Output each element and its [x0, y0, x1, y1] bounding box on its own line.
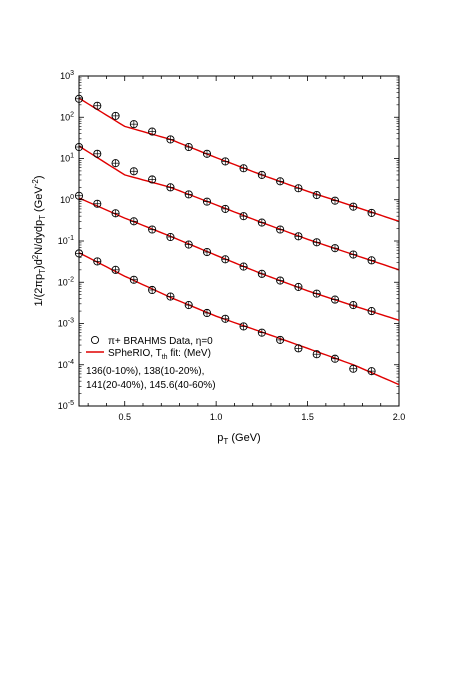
data-point	[367, 256, 376, 265]
data-point	[239, 212, 248, 221]
legend-note-line-1: 136(0-10%), 138(10-20%),	[86, 366, 204, 377]
data-point	[276, 225, 285, 234]
data-point	[312, 289, 321, 298]
data-point	[312, 190, 321, 200]
y-tick-label: 10-1	[58, 235, 74, 246]
data-point	[294, 282, 303, 291]
y-tick-label: 101	[60, 153, 74, 164]
data-point	[129, 120, 138, 129]
data-point	[184, 142, 193, 152]
data-point	[221, 314, 230, 323]
data-point	[93, 149, 102, 158]
x-tick-label: 1.5	[301, 412, 314, 422]
y-tick-label: 10-5	[58, 400, 74, 411]
data-point	[166, 183, 175, 192]
data-point	[276, 276, 285, 285]
y-tick-label: 100	[60, 194, 74, 205]
data-point	[202, 149, 212, 158]
data-point	[349, 301, 358, 310]
data-point	[330, 354, 340, 363]
fit-curve-1	[78, 97, 400, 222]
data-point	[221, 204, 230, 213]
data-point	[349, 250, 358, 259]
y-axis: 103 102 101 100 10-1 10-2 10-3 10-4 10-5	[58, 70, 399, 411]
data-point	[239, 322, 248, 331]
data-point	[221, 157, 230, 166]
data-point	[294, 184, 303, 193]
x-axis-title: pT (GeV)	[217, 432, 260, 446]
data-point	[166, 232, 175, 242]
data-point	[202, 247, 212, 257]
y-axis-title: 1/(2πpT)d2N/dydpT (GeV-2)	[31, 175, 47, 306]
x-tick-label: 1.0	[210, 412, 223, 422]
data-point	[294, 344, 303, 353]
data-point	[148, 127, 157, 136]
legend-fit-label: SPheRIO, Tth fit: (MeV)	[108, 348, 211, 361]
data-point	[330, 295, 340, 304]
data-point	[74, 191, 84, 200]
y-tick-label: 10-3	[58, 318, 74, 329]
data-point	[239, 164, 248, 173]
data-point	[276, 335, 285, 344]
data-point	[294, 232, 303, 241]
legend-note-line-2: 141(20-40%), 145.6(40-60%)	[86, 380, 216, 391]
data-point	[93, 257, 102, 266]
data-point	[93, 101, 102, 110]
data-point	[184, 240, 193, 249]
x-axis: 0.5 1.0 1.5 2.0	[87, 76, 406, 422]
data-point	[129, 167, 138, 176]
legend: π+ BRAHMS Data, η=0 SPheRIO, Tth fit: (M…	[86, 335, 216, 391]
data-point	[276, 177, 285, 186]
data-point	[312, 238, 321, 247]
data-point	[367, 367, 376, 376]
data-point	[166, 135, 175, 144]
fit-curve-4	[78, 252, 400, 386]
data-point	[330, 244, 340, 253]
data-point	[74, 94, 84, 103]
data-point	[129, 217, 138, 226]
data-point	[257, 170, 266, 179]
y-tick-label: 10-4	[58, 359, 74, 370]
data-point	[349, 202, 358, 211]
data-point	[312, 350, 321, 359]
data-point	[202, 308, 212, 318]
legend-data-marker	[90, 335, 100, 345]
legend-data-label: π+ BRAHMS Data, η=0	[108, 336, 213, 347]
data-point	[330, 196, 340, 205]
data-point	[349, 364, 358, 373]
data-point	[184, 301, 193, 310]
data-point	[111, 265, 120, 274]
data-point	[148, 285, 157, 295]
x-tick-label: 2.0	[393, 412, 406, 422]
data-point	[257, 218, 266, 227]
y-tick-label: 103	[60, 70, 74, 81]
data-point	[129, 275, 138, 284]
data-point	[74, 142, 84, 152]
data-point	[239, 262, 248, 271]
data-point	[367, 307, 376, 316]
data-point	[367, 208, 376, 217]
fit-curve-2	[78, 145, 400, 271]
data-point	[93, 199, 102, 208]
x-tick-label: 0.5	[118, 412, 131, 422]
data-point	[148, 175, 157, 184]
y-tick-label: 102	[60, 111, 74, 122]
data-point	[257, 269, 266, 278]
data-point	[148, 225, 157, 234]
data-point	[257, 328, 266, 337]
y-tick-label: 10-2	[58, 276, 74, 287]
data-point	[111, 159, 120, 168]
data-point	[111, 111, 120, 120]
data-point	[221, 255, 230, 264]
data-points	[74, 94, 376, 376]
data-point	[111, 209, 120, 218]
data-point	[202, 197, 212, 206]
data-point	[166, 292, 175, 301]
data-point	[184, 190, 193, 199]
